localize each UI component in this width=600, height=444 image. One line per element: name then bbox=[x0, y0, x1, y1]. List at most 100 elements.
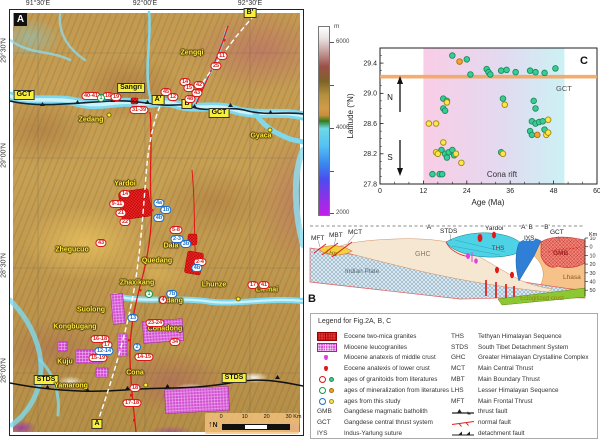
this-study-age-dot-icon bbox=[329, 398, 334, 404]
b-ghc-label: GHC bbox=[415, 251, 431, 258]
b-unit-labels: GHC THS Indian Plate GMB Lhasa Eclogitiz… bbox=[308, 245, 581, 305]
legend-abbr: MBT bbox=[451, 376, 465, 384]
c-data-point bbox=[456, 58, 463, 65]
c-data-point bbox=[441, 107, 449, 114]
map-place-label: Dala bbox=[163, 242, 179, 250]
b-axis-tick-label: 10 bbox=[590, 253, 596, 259]
scalebar-tick-label: 0 bbox=[219, 414, 223, 420]
this-study-age-ring-icon bbox=[319, 397, 326, 405]
map-place-label: Yardoi bbox=[114, 180, 136, 188]
colorbar-gradient bbox=[318, 26, 330, 216]
b-depth-axis-ticks: 10 0 10 20 30 40 50 bbox=[585, 236, 596, 294]
c-data-point bbox=[438, 146, 445, 154]
age-badge-this-study: 3b bbox=[180, 240, 192, 248]
c-data-point bbox=[539, 118, 547, 125]
legend-item-label: Miocene leucogranites bbox=[344, 343, 408, 351]
legend-abbr: GCT bbox=[317, 419, 331, 427]
colorbar-tick bbox=[330, 42, 334, 43]
c-data-point bbox=[463, 56, 471, 63]
age-badge-literature: 19 bbox=[110, 93, 122, 101]
b-section-apb: A' B bbox=[521, 224, 533, 231]
legend-item: thrust fault bbox=[451, 407, 597, 418]
age-badge-literature: 21 bbox=[115, 209, 127, 217]
c-data-point bbox=[499, 95, 507, 102]
legend-item-label: detachment fault bbox=[478, 430, 525, 438]
b-eocene-anatexis-dots bbox=[477, 231, 514, 279]
panel-a-label: A bbox=[14, 13, 27, 26]
age-badge-this-study: 2 bbox=[132, 343, 142, 351]
c-data-point bbox=[467, 71, 474, 78]
town-marker bbox=[267, 127, 272, 132]
legend-icon-cell bbox=[451, 414, 475, 432]
map-terrain bbox=[13, 13, 300, 432]
c-south-label: S bbox=[387, 153, 392, 162]
colorbar-unit: m bbox=[334, 23, 340, 30]
legend-item-label: Greater Himalayan Crystalline Complex bbox=[478, 354, 589, 362]
age-badge-literature: 17 bbox=[247, 281, 259, 289]
red-hatch-swatch bbox=[317, 331, 337, 341]
fault-normal-icon bbox=[451, 414, 475, 432]
legend-column-left: Eocene two-mica granites Miocene leucogra… bbox=[317, 331, 451, 439]
ths-bedding bbox=[451, 239, 506, 256]
b-leaders bbox=[317, 233, 561, 248]
c-data-point bbox=[438, 170, 446, 178]
b-stds-label: STDS bbox=[440, 228, 458, 235]
legend-item: GMB Gangdese magmatic batholith bbox=[317, 407, 451, 418]
age-badge-literature: 17-18 bbox=[122, 399, 142, 407]
granitoid-age-dot-icon bbox=[329, 377, 334, 383]
legend-item: ages of mineralization from literatures bbox=[317, 385, 451, 396]
c-band-label: Cona rift bbox=[487, 170, 518, 179]
panel-c-label: C bbox=[580, 55, 588, 67]
c-data-point bbox=[458, 159, 465, 167]
age-badge-literature: 42 bbox=[193, 81, 205, 89]
map-boxed-label: GCT bbox=[13, 90, 35, 100]
unit-iys bbox=[515, 238, 542, 282]
legend-abbr: GHC bbox=[451, 354, 466, 362]
legend-title: Legend for Fig.2A, B, C bbox=[318, 318, 392, 325]
age-badge-literature: 14 bbox=[119, 190, 131, 198]
panel-b-cross-section: 10 0 10 20 30 40 50 A A' B B' MFT MBT MCT STDS… bbox=[308, 223, 598, 306]
age-badge-literature: 48 bbox=[184, 95, 196, 103]
legend-item-label: Main Frontal Thrust bbox=[478, 397, 533, 405]
legend-item-label: ages from this study bbox=[344, 397, 401, 405]
b-axis-tick-label: 50 bbox=[590, 288, 596, 294]
map-place-label: Yamarong bbox=[54, 382, 88, 390]
c-data-point bbox=[512, 68, 519, 76]
c-y-tick-label: 28.6 bbox=[363, 121, 377, 128]
b-section-bp: B' bbox=[544, 224, 550, 231]
b-frontal-thrusts bbox=[313, 241, 353, 258]
age-badge-literature: 23-24 bbox=[145, 319, 165, 327]
legend-item-label: ages of granitoids from literatures bbox=[344, 376, 438, 384]
legend-item-label: Gangdese central thrust system bbox=[344, 419, 433, 427]
b-mft-label: MFT bbox=[311, 235, 324, 242]
b-axis-tick-label: 20 bbox=[590, 262, 596, 268]
legend-item: normal fault bbox=[451, 417, 597, 428]
scalebar-tick-label: 20 bbox=[263, 414, 270, 420]
map-lon-tick: 92°30'E bbox=[237, 0, 263, 7]
b-gct-label: GCT bbox=[550, 229, 564, 236]
age-badge-this-study: 4b bbox=[153, 214, 165, 222]
legend-icon-cell bbox=[317, 397, 341, 405]
c-gct-label: GCT bbox=[556, 84, 572, 93]
colorbar-tick-label: 4000 bbox=[336, 125, 350, 131]
c-x-tick-label: 24 bbox=[463, 188, 471, 195]
graticule bbox=[13, 13, 300, 432]
legend-item-label: normal fault bbox=[478, 419, 511, 427]
legend-item-label: Gangdese magmatic batholith bbox=[344, 408, 428, 416]
map-labels-layer: GCT Sangri A' B GCT B' STDS STDS A Zedang Zengqi Gy… bbox=[10, 8, 303, 435]
map-place-label: Kuju bbox=[57, 358, 73, 366]
map-lon-tick: 92°00'E bbox=[132, 0, 158, 7]
map-boxed-label: STDS bbox=[33, 375, 59, 385]
c-data-points bbox=[425, 52, 559, 178]
map-place-label: Gyaca bbox=[250, 127, 272, 140]
legend-item-label: Miocene anatexis of middle crust bbox=[344, 354, 436, 362]
north-arrow-icon: ↑N bbox=[208, 418, 218, 429]
age-badge-this-study: 7b bbox=[166, 290, 178, 298]
legend-box: Legend for Fig.2A, B, C Eocene two-mica … bbox=[310, 313, 598, 439]
age-badge-literature: 16-18 bbox=[90, 335, 110, 343]
fault-detachment-icon bbox=[451, 425, 475, 443]
legend-abbr: GMB bbox=[317, 408, 332, 416]
magenta-grid-swatch bbox=[317, 342, 337, 352]
map-place-label: Quedang bbox=[141, 257, 173, 265]
